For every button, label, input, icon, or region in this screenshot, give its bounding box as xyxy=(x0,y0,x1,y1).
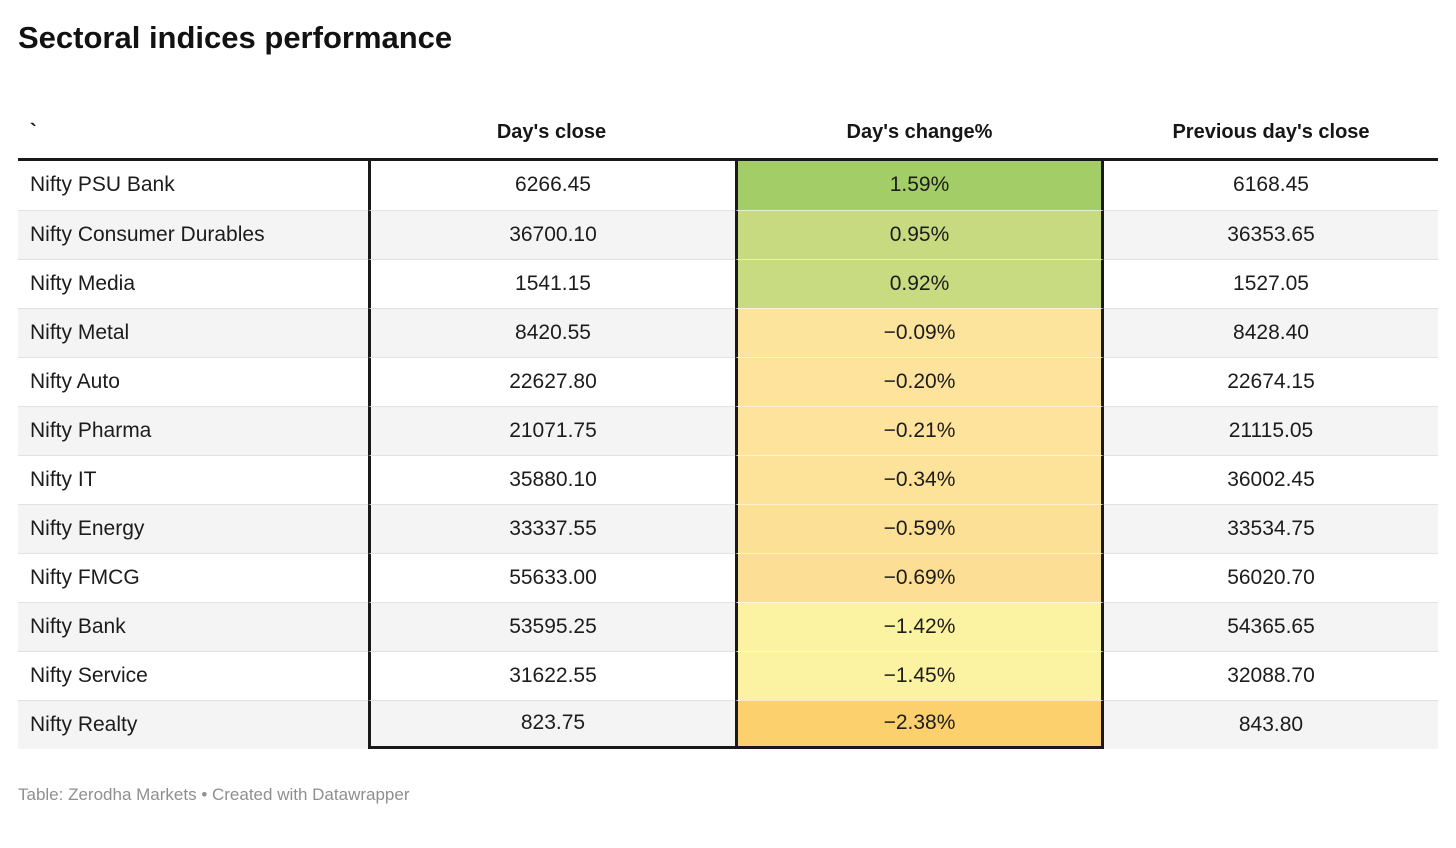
previous-close-cell: 1527.05 xyxy=(1104,258,1438,308)
table-body: Nifty PSU Bank 6266.45 1.59% 6168.45 Nif… xyxy=(18,160,1438,749)
previous-close-cell: 36353.65 xyxy=(1104,209,1438,259)
days-change-heatmap-cell: −2.38% xyxy=(735,699,1104,749)
header-days-close: Day's close xyxy=(368,56,735,161)
index-name-cell: Nifty Pharma xyxy=(18,405,368,455)
index-name-cell: Nifty Auto xyxy=(18,356,368,406)
days-change-heatmap-cell: −0.59% xyxy=(735,503,1104,553)
days-close-cell: 8420.55 xyxy=(368,307,735,357)
days-close-cell: 33337.55 xyxy=(368,503,735,553)
footer-attribution: Table: Zerodha Markets • Created with Da… xyxy=(18,785,1438,805)
days-close-cell: 22627.80 xyxy=(368,356,735,406)
previous-close-cell: 6168.45 xyxy=(1233,173,1309,197)
days-change-heatmap-cell: −0.20% xyxy=(735,356,1104,406)
header-days-change: Day's change% xyxy=(735,56,1104,161)
index-name-cell: Nifty Metal xyxy=(18,307,368,357)
days-change-heatmap-cell: −0.21% xyxy=(735,405,1104,455)
index-name-cell: Nifty Bank xyxy=(18,601,368,651)
sectoral-indices-table: ` Day's close Day's change% Previous day… xyxy=(18,56,1438,749)
datawrapper-link[interactable]: Datawrapper xyxy=(312,784,410,804)
days-change-heatmap-cell: 0.95% xyxy=(735,209,1104,259)
table-row: Nifty FMCG 55633.00 −0.69% 56020.70 xyxy=(18,552,1438,602)
table-row: Nifty Service 31622.55 −1.45% 32088.70 xyxy=(18,650,1438,700)
table-row: Nifty PSU Bank 6266.45 1.59% 6168.45 xyxy=(18,160,1438,210)
days-change-heatmap-cell: −1.45% xyxy=(735,650,1104,700)
days-change-heatmap-cell: 1.59% xyxy=(735,160,1104,210)
index-name-cell: Nifty Consumer Durables xyxy=(18,209,368,259)
index-name-cell: Nifty Service xyxy=(18,650,368,700)
days-close-cell: 21071.75 xyxy=(368,405,735,455)
days-change-heatmap-cell: −0.69% xyxy=(735,552,1104,602)
index-name-cell: Nifty IT xyxy=(18,454,368,504)
table-row: Nifty Realty 823.75 −2.38% 843.80 xyxy=(18,699,1438,749)
days-change-heatmap-cell: −0.34% xyxy=(735,454,1104,504)
days-change-heatmap-cell: −0.09% xyxy=(735,307,1104,357)
table-row: Nifty Energy 33337.55 −0.59% 33534.75 xyxy=(18,503,1438,553)
days-close-cell: 1541.15 xyxy=(368,258,735,308)
table-row: Nifty Metal 8420.55 −0.09% 8428.40 xyxy=(18,307,1438,357)
days-close-cell: 35880.10 xyxy=(368,454,735,504)
previous-close-cell: 54365.65 xyxy=(1104,601,1438,651)
previous-close-cell: 8428.40 xyxy=(1104,307,1438,357)
header-index-column: ` xyxy=(18,56,368,161)
index-name-cell: Nifty PSU Bank xyxy=(30,173,175,197)
page-title: Sectoral indices performance xyxy=(18,20,453,55)
table-header: ` Day's close Day's change% Previous day… xyxy=(18,56,1438,161)
header-row: ` Day's close Day's change% Previous day… xyxy=(18,56,1438,161)
days-close-cell: 6266.45 xyxy=(368,160,735,210)
table-row: Nifty IT 35880.10 −0.34% 36002.45 xyxy=(18,454,1438,504)
index-name-cell: Nifty Energy xyxy=(18,503,368,553)
index-name-cell: Nifty FMCG xyxy=(18,552,368,602)
days-close-cell: 31622.55 xyxy=(368,650,735,700)
table-row: Nifty Consumer Durables 36700.10 0.95% 3… xyxy=(18,209,1438,259)
table-row: Nifty Bank 53595.25 −1.42% 54365.65 xyxy=(18,601,1438,651)
previous-close-cell: 33534.75 xyxy=(1104,503,1438,553)
page-root: Sectoral indices performance ` Day's clo… xyxy=(0,20,1456,805)
table-row: Nifty Pharma 21071.75 −0.21% 21115.05 xyxy=(18,405,1438,455)
index-name-cell: Nifty Media xyxy=(18,258,368,308)
days-close-cell: 53595.25 xyxy=(368,601,735,651)
previous-close-cell: 21115.05 xyxy=(1104,405,1438,455)
previous-close-cell: 843.80 xyxy=(1104,699,1438,749)
days-close-cell: 823.75 xyxy=(368,699,735,749)
days-change-heatmap-cell: −1.42% xyxy=(735,601,1104,651)
previous-close-cell: 32088.70 xyxy=(1104,650,1438,700)
index-name-cell: Nifty Realty xyxy=(18,699,368,749)
table-row: Nifty Media 1541.15 0.92% 1527.05 xyxy=(18,258,1438,308)
footer-table-prefix: Table: xyxy=(18,784,69,804)
header-previous-close: Previous day's close xyxy=(1104,56,1438,161)
previous-close-cell: 56020.70 xyxy=(1104,552,1438,602)
source-link[interactable]: Zerodha Markets xyxy=(68,784,197,804)
footer-created-with: • Created with xyxy=(196,784,313,804)
days-close-cell: 36700.10 xyxy=(368,209,735,259)
days-change-heatmap-cell: 0.92% xyxy=(735,258,1104,308)
table-row: Nifty Auto 22627.80 −0.20% 22674.15 xyxy=(18,356,1438,406)
days-close-cell: 55633.00 xyxy=(368,552,735,602)
previous-close-cell: 22674.15 xyxy=(1104,356,1438,406)
previous-close-cell: 36002.45 xyxy=(1104,454,1438,504)
